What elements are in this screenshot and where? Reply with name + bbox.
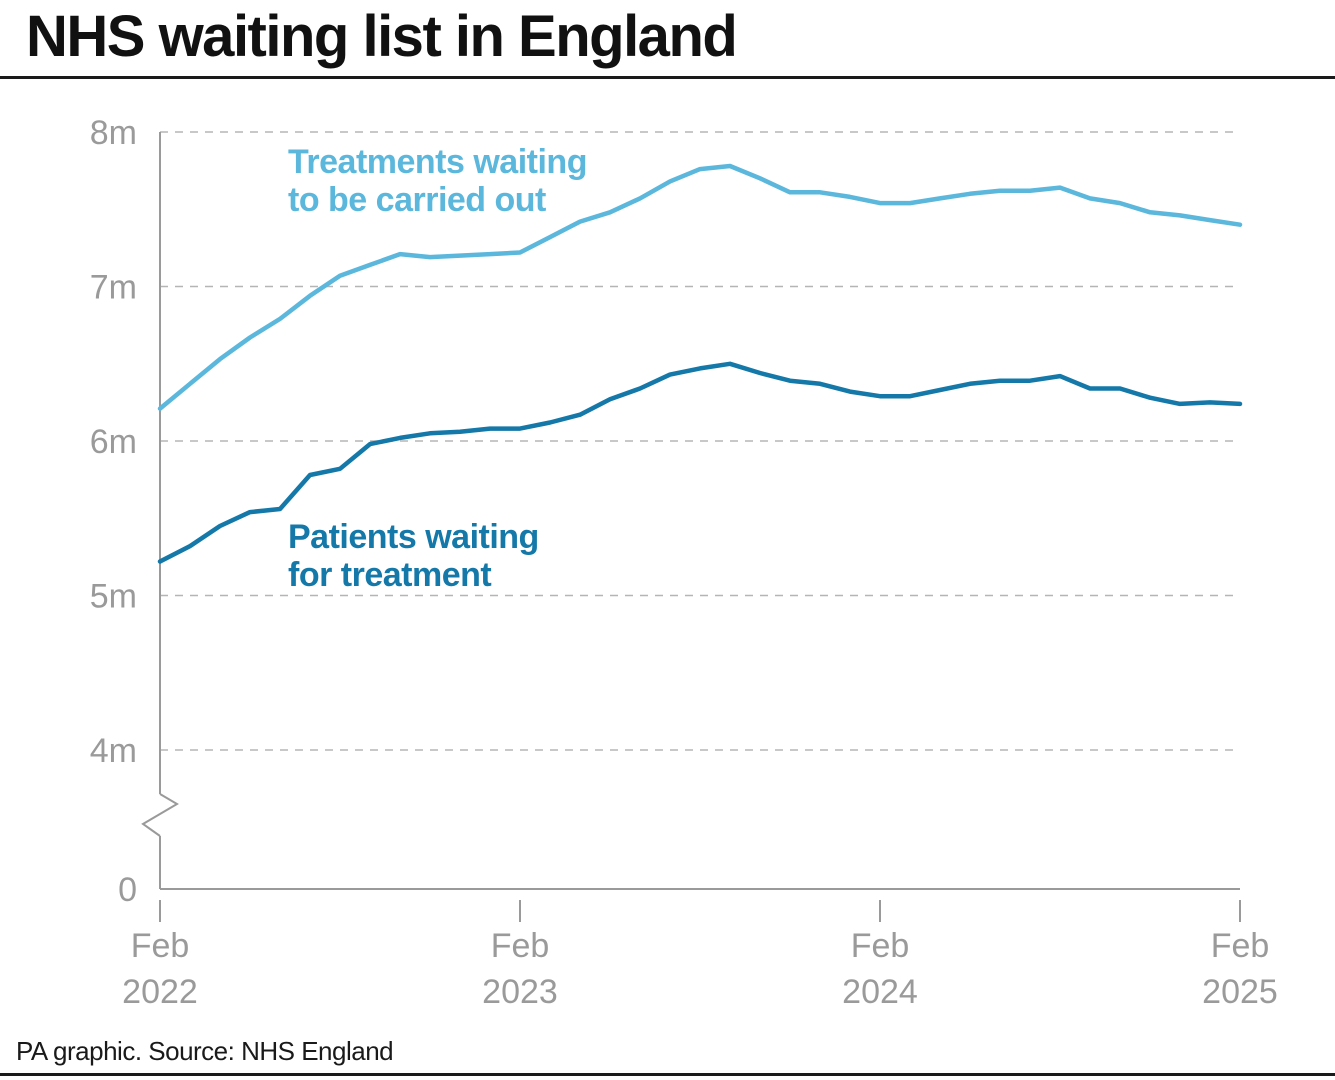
x-tick-month-2024: Feb — [851, 927, 910, 965]
x-tick-month-2022: Feb — [131, 927, 190, 965]
axis-break-icon — [141, 793, 179, 837]
bottom-divider — [0, 1073, 1335, 1076]
x-tick-year-2024: 2024 — [842, 973, 918, 1011]
patients-waiting-line — [157, 361, 1243, 564]
chart-title: NHS waiting list in England — [26, 4, 738, 69]
y-tick-label-4m: 4m — [90, 732, 137, 770]
patients-series-label-line: for treatment — [288, 556, 491, 594]
y-tick-label-7m: 7m — [90, 269, 137, 307]
x-tick-year-2025: 2025 — [1202, 973, 1278, 1011]
x-tick-year-2023: 2023 — [482, 973, 558, 1011]
x-tick-year-2022: 2022 — [122, 973, 198, 1011]
y-tick-label-6m: 6m — [90, 423, 137, 461]
treatments-series-label: Treatments waiting to be carried out — [288, 143, 587, 219]
title-divider — [0, 76, 1335, 79]
source-credit: PA graphic. Source: NHS England — [16, 1036, 394, 1066]
x-tick-month-2023: Feb — [491, 927, 550, 965]
treatments-series-label-line: Treatments waiting — [288, 143, 587, 181]
y-tick-label-8m: 8m — [90, 114, 137, 152]
x-tick-month-2025: Feb — [1211, 927, 1270, 965]
y-tick-label-5m: 5m — [90, 578, 137, 616]
treatments-series-label-line: to be carried out — [288, 181, 546, 219]
treatments-waiting-line — [157, 163, 1243, 411]
y-tick-label-0: 0 — [118, 871, 137, 909]
patients-series-label: Patients waiting for treatment — [288, 518, 539, 594]
patients-series-label-line: Patients waiting — [288, 518, 539, 556]
